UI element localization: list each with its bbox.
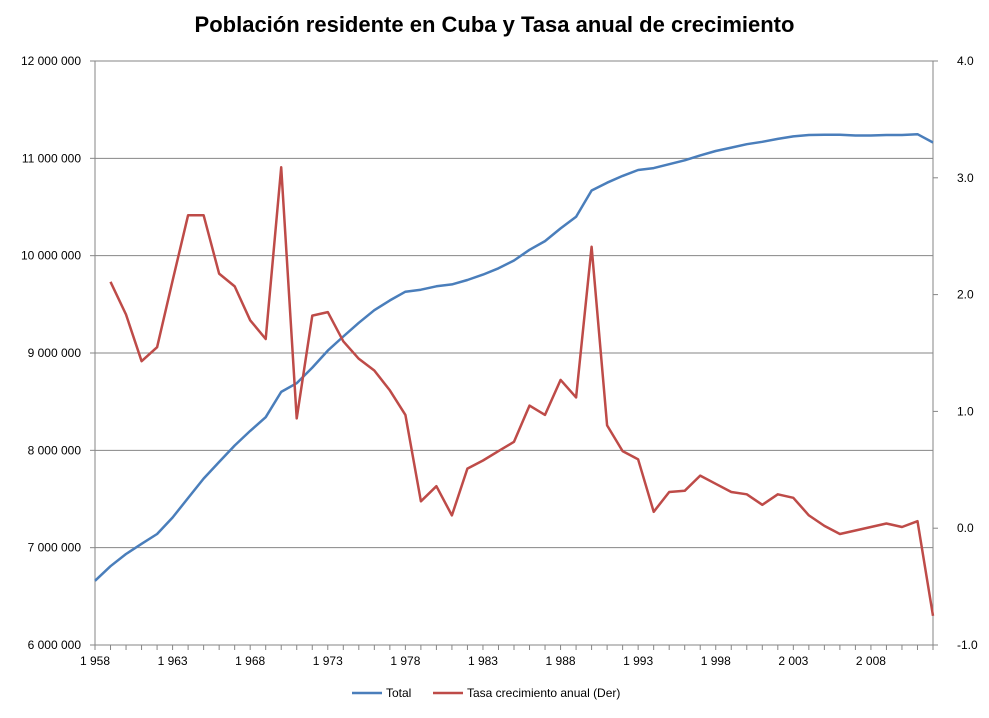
left-tick-label: 11 000 000 [22,151,81,165]
series-lines [94,132,935,617]
left-tick-label: 9 000 000 [28,346,82,360]
right-tick-label: 1.0 [957,404,974,418]
right-tick-label: 3.0 [957,171,974,185]
left-tick-label: 6 000 000 [28,638,82,652]
left-tick-label: 10 000 000 [21,249,81,263]
x-tick-label: 2 003 [778,654,808,668]
right-axis-ticks: -1.0 0.0 1.0 2.0 3.0 4.0 [933,54,978,652]
right-tick-label: 0.0 [957,521,974,535]
x-tick-label: 1 963 [158,654,188,668]
left-tick-label: 12 000 000 [21,54,81,68]
left-axis-ticks: 6 000 000 7 000 000 8 000 000 9 000 000 10 0… [21,54,95,652]
left-tick-label: 7 000 000 [28,541,82,555]
x-axis-ticks: 1 958 1 963 1 968 1 973 1 978 1 983 1 988 1 993… [80,645,934,668]
x-tick-label: 1 983 [468,654,498,668]
grid-lines [95,60,933,549]
right-tick-label: 4.0 [957,54,974,68]
total-series-line [94,132,934,582]
legend-label-growth-rate: Tasa crecimiento anual (Der) [467,686,620,700]
left-tick-label: 8 000 000 [28,443,82,457]
legend: Total Tasa crecimiento anual (Der) [352,686,620,700]
growth-rate-series-line [109,166,935,617]
legend-label-total: Total [386,686,411,700]
x-tick-label: 1 978 [390,654,420,668]
chart-title: Población residente en Cuba y Tasa anual… [194,12,795,37]
x-tick-label: 1 998 [701,654,731,668]
x-tick-label: 1 993 [623,654,653,668]
right-tick-label: -1.0 [957,638,978,652]
right-tick-label: 2.0 [957,288,974,302]
x-tick-label: 1 973 [313,654,343,668]
x-tick-label: 1 958 [80,654,110,668]
x-tick-label: 1 968 [235,654,265,668]
x-tick-label: 1 988 [546,654,576,668]
x-tick-label: 2 008 [856,654,886,668]
